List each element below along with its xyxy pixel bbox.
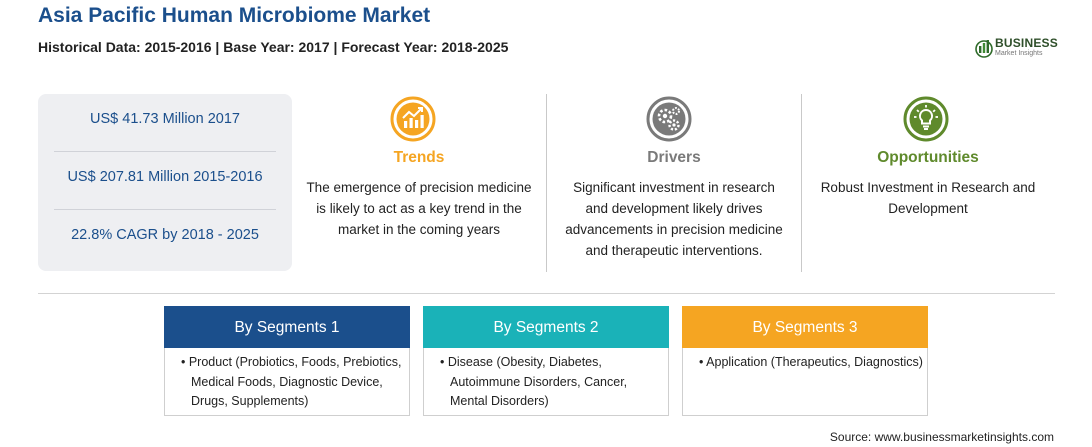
segment-body: • Application (Therapeutics, Diagnostics…: [683, 348, 927, 373]
page-title: Asia Pacific Human Microbiome Market: [38, 4, 431, 27]
bar-chart-globe-icon: [975, 40, 993, 58]
business-market-insights-logo: BUSINESS Market Insights: [975, 34, 1065, 60]
gears-icon: [646, 96, 692, 142]
trends-column: Trends The emergence of precision medici…: [297, 94, 541, 272]
drivers-line: and therapeutic interventions.: [585, 243, 763, 258]
segment-line: • Application (Therapeutics, Diagnostics…: [699, 355, 923, 369]
trends-line: The emergence of precision medicine: [306, 180, 532, 195]
segment-heading: By Segments 3: [682, 306, 928, 348]
segment-line: Mental Disorders): [450, 394, 549, 408]
trends-line: market in the coming years: [337, 222, 501, 237]
segment-line: Autoimmune Disorders, Cancer,: [450, 374, 628, 389]
segment-card-1: By Segments 1 • Product (Probiotics, Foo…: [164, 306, 410, 416]
segment-body: • Disease (Obesity, Diabetes, Autoimmune…: [424, 348, 668, 412]
segment-line: • Disease (Obesity, Diabetes,: [440, 355, 602, 369]
segment-line: • Product (Probiotics, Foods, Prebiotics…: [181, 355, 402, 369]
lightbulb-icon: [903, 96, 949, 142]
opportunities-text: Robust Investment in Research and Develo…: [806, 177, 1050, 219]
segment-line: Drugs, Supplements): [191, 394, 309, 408]
segment-line: Medical Foods, Diagnostic Device,: [191, 374, 383, 389]
logo-name: BUSINESS: [995, 36, 1058, 50]
stat-divider: [54, 151, 276, 152]
page-subtitle: Historical Data: 2015-2016 | Base Year: …: [38, 39, 509, 55]
segment-card-2: By Segments 2 • Disease (Obesity, Diabet…: [423, 306, 669, 416]
logo-tagline: Market Insights: [995, 50, 1043, 57]
opportunities-heading: Opportunities: [877, 149, 979, 166]
drivers-line: advancements in precision medicine: [565, 222, 783, 237]
drivers-line: and development likely drives: [585, 201, 763, 216]
opportunities-column: Opportunities Robust Investment in Resea…: [806, 94, 1050, 272]
stat-market-size-2017: US$ 41.73 Million 2017: [90, 111, 240, 127]
segment-body: • Product (Probiotics, Foods, Prebiotics…: [165, 348, 409, 412]
market-stats-box: US$ 41.73 Million 2017 US$ 207.81 Millio…: [38, 94, 292, 271]
column-divider: [801, 94, 802, 272]
section-divider: [38, 293, 1055, 294]
drivers-line: Significant investment in research: [573, 180, 775, 195]
opportunities-line: Robust Investment in Research and: [820, 180, 1036, 195]
segment-heading: By Segments 2: [423, 306, 669, 348]
source-credit: Source: www.businessmarketinsights.com: [829, 430, 1054, 444]
stat-market-size-historical: US$ 207.81 Million 2015-2016: [67, 169, 263, 185]
stat-cagr: 22.8% CAGR by 2018 - 2025: [71, 227, 259, 243]
drivers-heading: Drivers: [647, 149, 701, 166]
drivers-text: Significant investment in research and d…: [551, 177, 797, 261]
trend-up-chart-icon: [390, 96, 436, 142]
segment-heading: By Segments 1: [164, 306, 410, 348]
column-divider: [546, 94, 547, 272]
segment-card-3: By Segments 3 • Application (Therapeutic…: [682, 306, 928, 416]
opportunities-line: Development: [888, 201, 968, 216]
stat-divider: [54, 209, 276, 210]
trends-text: The emergence of precision medicine is l…: [297, 177, 541, 240]
trends-heading: Trends: [393, 149, 445, 166]
drivers-column: Drivers Significant investment in resear…: [551, 94, 797, 272]
trends-line: is likely to act as a key trend in the: [316, 201, 522, 216]
